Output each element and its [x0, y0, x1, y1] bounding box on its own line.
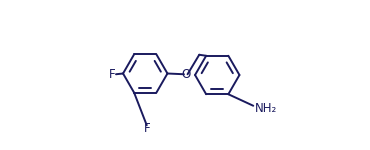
- Text: O: O: [181, 68, 191, 81]
- Text: F: F: [144, 123, 150, 135]
- Text: F: F: [109, 68, 115, 81]
- Text: NH₂: NH₂: [255, 102, 277, 115]
